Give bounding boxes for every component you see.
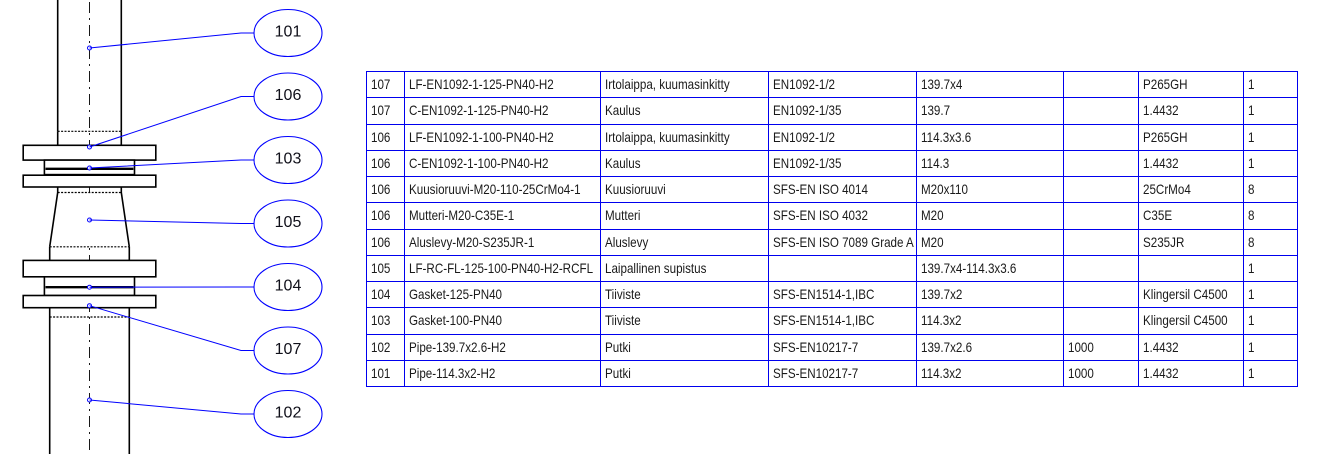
svg-text:101: 101 — [275, 24, 302, 41]
svg-text:106: 106 — [275, 87, 302, 104]
svg-text:103: 103 — [275, 151, 302, 168]
svg-text:104: 104 — [275, 278, 302, 295]
svg-text:102: 102 — [275, 405, 302, 422]
svg-text:105: 105 — [275, 214, 302, 231]
svg-text:107: 107 — [275, 341, 302, 358]
